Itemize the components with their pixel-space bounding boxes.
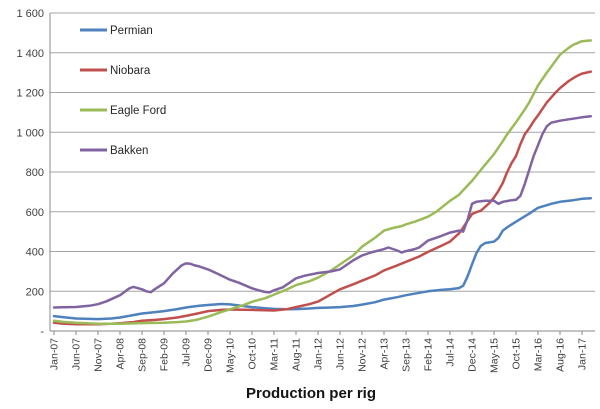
legend-label: Permian — [110, 25, 153, 37]
x-tick-label: Jan-12 — [313, 338, 325, 370]
y-tick-label: 400 — [26, 247, 44, 259]
x-tick-label: Dec-14 — [467, 338, 479, 372]
y-tick-label: 800 — [26, 167, 44, 179]
y-axis: - 200 400 600 800 1 000 1 200 1 400 1 600 — [16, 8, 51, 338]
x-tick-label: Dec-09 — [203, 338, 215, 372]
x-tick-label: Oct-10 — [247, 338, 259, 370]
gridlines — [50, 12, 595, 332]
x-tick-label: Apr-13 — [379, 338, 391, 370]
series-line-permian — [52, 196, 593, 321]
x-tick-label: Jun-12 — [335, 338, 347, 370]
y-tick-label: - — [40, 326, 44, 338]
x-tick-label: Jul-14 — [445, 338, 457, 367]
legend-item-niobara: Niobara — [80, 65, 151, 77]
y-tick-label: 1 600 — [16, 8, 44, 20]
y-tick-label: 1 400 — [16, 48, 44, 60]
x-tick-label: Nov-07 — [93, 338, 105, 372]
x-tick-label: Mar-16 — [533, 338, 545, 371]
x-tick-label: May-15 — [489, 338, 501, 373]
x-tick-label: Mar-11 — [269, 338, 281, 371]
legend-label: Eagle Ford — [110, 105, 166, 117]
x-axis: Jan-07 Jun-07 Nov-07 Apr-08 Sep-08 Feb-09 Jul-… — [49, 330, 595, 373]
legend-item-bakken: Bakken — [80, 145, 148, 157]
x-tick-label: Sep-08 — [137, 338, 149, 372]
x-tick-label: Apr-08 — [115, 338, 127, 370]
x-tick-label: Jun-07 — [71, 338, 83, 370]
x-tick-label: Feb-14 — [423, 338, 435, 371]
series-line-bakken — [52, 115, 593, 309]
series-lines — [52, 39, 593, 326]
x-tick-label: Aug-11 — [291, 338, 303, 371]
x-tick-label: Oct-15 — [511, 338, 523, 370]
series-line-eagle-ford — [52, 39, 593, 326]
series-line-niobara — [52, 70, 593, 326]
legend-item-permian: Permian — [80, 25, 153, 37]
y-tick-label: 200 — [26, 286, 44, 298]
legend-label: Niobara — [110, 65, 151, 77]
y-tick-label: 600 — [26, 207, 44, 219]
x-tick-label: Aug-16 — [555, 338, 567, 372]
y-tick-label: 1 000 — [16, 127, 44, 139]
y-tick-label: 1 200 — [16, 88, 44, 100]
legend-label: Bakken — [110, 145, 148, 157]
chart-title: Production per rig — [246, 385, 376, 402]
legend-item-eagle-ford: Eagle Ford — [80, 105, 166, 117]
legend: Permian Niobara Eagle Ford Bakken — [80, 25, 166, 157]
x-tick-label: Nov-12 — [357, 338, 369, 372]
x-tick-label: Sep-13 — [401, 338, 413, 372]
x-tick-label: Feb-09 — [159, 338, 171, 371]
x-tick-label: Jan-07 — [49, 338, 61, 370]
x-tick-label: Jan-17 — [577, 338, 589, 370]
x-tick-label: Jul-09 — [181, 338, 193, 367]
x-tick-label: May-10 — [225, 338, 237, 373]
